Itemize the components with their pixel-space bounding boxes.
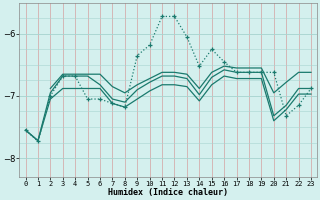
X-axis label: Humidex (Indice chaleur): Humidex (Indice chaleur) [108, 188, 228, 197]
